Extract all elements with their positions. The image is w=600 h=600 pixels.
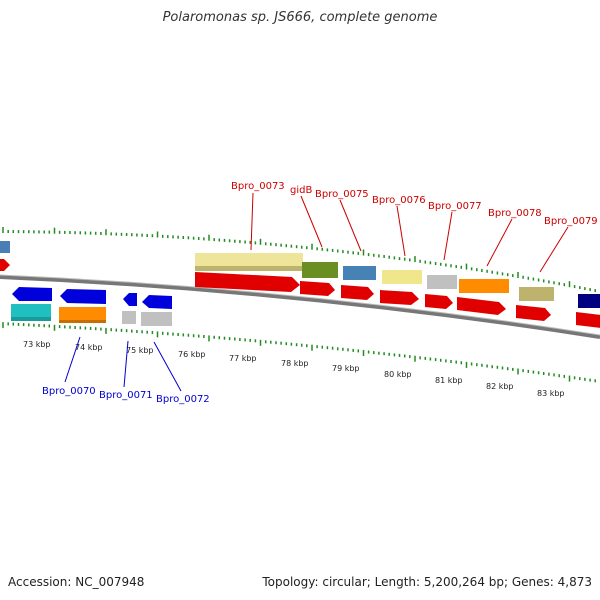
reverse-feature-track — [11, 304, 172, 326]
scale-label: 79 kbp — [332, 364, 360, 373]
scale-label: 83 kbp — [537, 389, 565, 398]
leader-line — [64, 336, 81, 383]
feature-box[interactable] — [11, 317, 51, 321]
gene-arrow[interactable] — [0, 259, 10, 271]
feature-box[interactable] — [122, 311, 136, 324]
gene-label[interactable]: Bpro_0077 — [428, 201, 482, 212]
gene-label[interactable]: Bpro_0070 — [42, 386, 96, 397]
gene-arrow[interactable] — [12, 287, 52, 301]
gene-label[interactable]: gidB — [290, 185, 312, 196]
scale-label: 80 kbp — [384, 370, 412, 379]
gene-label[interactable]: Bpro_0075 — [315, 189, 369, 200]
feature-box[interactable] — [0, 241, 10, 253]
map-title: Polaromonas sp. JS666, complete genome — [162, 10, 438, 25]
feature-box[interactable] — [59, 307, 106, 320]
gene-arrow[interactable] — [300, 281, 335, 296]
scale-label: 75 kbp — [126, 346, 154, 355]
feature-box[interactable] — [459, 279, 509, 293]
gene-arrow[interactable] — [516, 305, 551, 321]
feature-box[interactable] — [11, 304, 51, 317]
backbone-line — [0, 275, 600, 339]
feature-box[interactable] — [382, 270, 422, 284]
leader-line — [339, 199, 362, 252]
feature-box[interactable] — [519, 287, 554, 301]
scale-label: 81 kbp — [435, 376, 463, 385]
forward-gene-labels: Bpro_0073 gidB Bpro_0075 Bpro_0076 Bpro_… — [231, 181, 598, 227]
forward-gene-track — [0, 259, 600, 329]
gene-label[interactable]: Bpro_0079 — [544, 216, 598, 227]
forward-feature-track — [0, 241, 600, 308]
scale-label: 73 kbp — [23, 340, 51, 349]
leader-line — [486, 218, 513, 267]
feature-box[interactable] — [302, 262, 338, 278]
gene-arrow[interactable] — [576, 312, 600, 329]
backbone-highlight — [0, 274, 600, 336]
leader-line — [396, 205, 406, 257]
leader-line — [153, 341, 182, 392]
scale-labels: 73 kbp 74 kbp 75 kbp 76 kbp 77 kbp 78 kb… — [23, 340, 565, 398]
feature-box[interactable] — [195, 253, 303, 266]
scale-label: 74 kbp — [75, 343, 103, 352]
gene-label[interactable]: Bpro_0073 — [231, 181, 285, 192]
outer-tick-track — [2, 227, 596, 293]
gene-label[interactable]: Bpro_0078 — [488, 208, 542, 219]
genome-backbone — [0, 274, 600, 339]
feature-box[interactable] — [578, 294, 600, 308]
inner-tick-track — [2, 322, 596, 383]
gene-arrow[interactable] — [123, 293, 137, 306]
gene-label[interactable]: Bpro_0076 — [372, 195, 426, 206]
gene-arrow[interactable] — [380, 290, 419, 305]
scale-label: 76 kbp — [178, 350, 206, 359]
scale-label: 82 kbp — [486, 382, 514, 391]
feature-box[interactable] — [141, 312, 172, 326]
gene-arrow[interactable] — [425, 294, 453, 309]
genome-summary: Topology: circular; Length: 5,200,264 bp… — [262, 575, 592, 589]
gene-arrow[interactable] — [195, 272, 300, 292]
scale-label: 77 kbp — [229, 354, 257, 363]
accession-label: Accession: NC_007948 — [8, 575, 145, 589]
scale-label: 78 kbp — [281, 359, 309, 368]
gene-arrow[interactable] — [142, 295, 172, 309]
leader-line — [443, 211, 453, 261]
label-leaders — [64, 192, 569, 392]
gene-label[interactable]: Bpro_0072 — [156, 394, 210, 405]
feature-box[interactable] — [343, 266, 376, 280]
leader-line — [250, 192, 254, 251]
feature-box[interactable] — [195, 266, 303, 271]
reverse-gene-track — [12, 287, 172, 309]
gene-label[interactable]: Bpro_0071 — [99, 390, 153, 401]
feature-box[interactable] — [427, 275, 457, 289]
feature-box[interactable] — [59, 320, 106, 323]
gene-arrow[interactable] — [60, 289, 106, 304]
gene-arrow[interactable] — [457, 297, 506, 315]
leader-line — [300, 195, 323, 248]
gene-arrow[interactable] — [341, 285, 374, 300]
leader-line — [539, 226, 569, 273]
leader-line — [123, 340, 129, 388]
reverse-gene-labels: Bpro_0070 Bpro_0071 Bpro_0072 — [42, 386, 210, 405]
